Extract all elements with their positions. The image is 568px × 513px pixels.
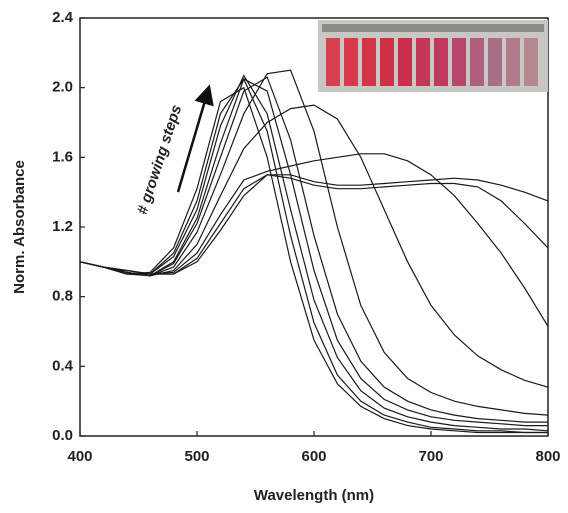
spectrum-line [79,77,548,434]
annotation: # growing steps [134,103,185,217]
annotation-arrow [176,84,214,193]
plot-area [79,69,549,434]
x-tick-label: 400 [67,448,92,465]
vial [470,38,484,86]
y-tick-label: 1.6 [52,148,73,165]
vial [398,38,412,86]
spectrum-line [79,74,549,432]
vial [416,38,430,86]
vial [434,38,448,86]
inset-photo [318,20,548,92]
x-tick-label: 800 [535,448,560,465]
spectrum-line [79,104,549,388]
vial [362,38,376,86]
y-tick-label: 0.4 [52,357,74,374]
x-tick-label: 500 [184,448,209,465]
y-axis-title: Norm. Absorbance [11,160,28,294]
x-axis-title: Wavelength (nm) [254,487,374,504]
vial [344,38,358,86]
vial [506,38,520,86]
vial [452,38,466,86]
vial-rack [322,24,544,32]
y-tick-label: 2.4 [52,9,74,26]
spectrum-line [79,86,548,434]
spectrum-line [79,76,548,423]
x-tick-label: 700 [418,448,443,465]
vial [380,38,394,86]
y-tick-label: 0.0 [52,427,73,444]
vial [326,38,340,86]
y-tick-label: 2.0 [52,79,73,96]
spectrum-line [79,174,549,275]
y-tick-label: 0.8 [52,288,73,305]
vial [488,38,502,86]
vial [524,38,538,86]
spectrum-line [79,69,549,416]
x-tick-label: 600 [301,448,326,465]
y-tick-label: 1.2 [52,218,73,235]
